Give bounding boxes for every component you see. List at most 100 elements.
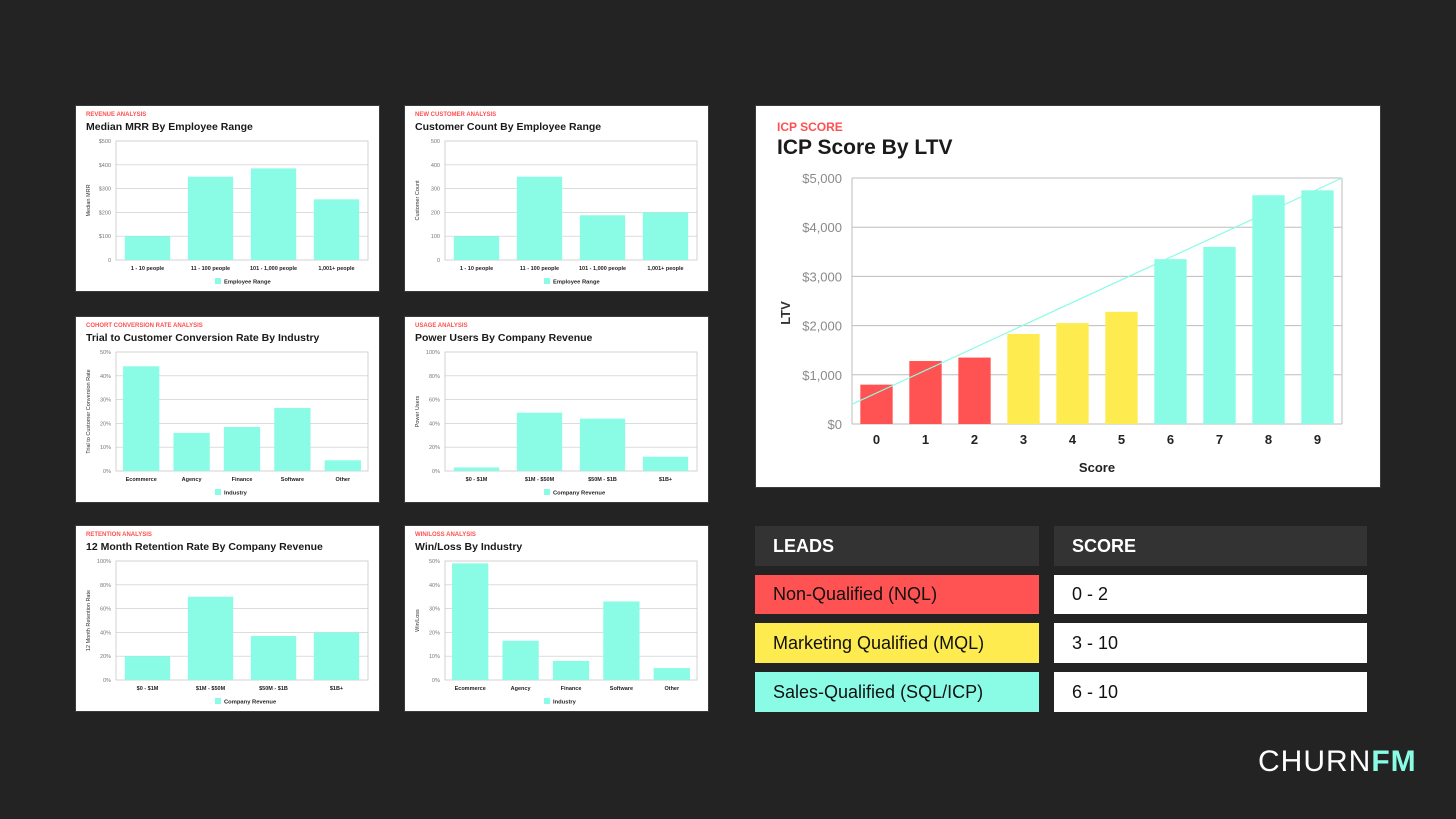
- y-tick-label: $400: [99, 163, 111, 169]
- chart-plot: 0 100 200 300 400 500 1 - 10 people 11 - 100 pe…: [415, 139, 698, 286]
- x-tick-label: 101 - 1,000 people: [250, 266, 297, 272]
- x-tick-label: 2: [971, 432, 978, 447]
- y-tick-label: 20%: [429, 445, 440, 451]
- chart-eyebrow: COHORT CONVERSION RATE ANALYSIS: [86, 323, 203, 329]
- y-tick-label: 50%: [100, 350, 111, 356]
- x-tick-label: 1,001+ people: [647, 266, 683, 272]
- x-tick-label: 3: [1020, 432, 1027, 447]
- score-row-nql: 0 - 2: [1054, 575, 1367, 614]
- y-tick-label: 20%: [100, 654, 111, 660]
- y-axis-label: Customer Count: [415, 180, 421, 221]
- bar: [552, 660, 590, 680]
- bar: [860, 384, 893, 424]
- y-tick-label: 60%: [100, 607, 111, 613]
- legend-swatch: [215, 278, 221, 284]
- legend-label: Employee Range: [553, 280, 600, 286]
- bar: [653, 668, 690, 680]
- y-tick-label: $1,000: [802, 368, 842, 383]
- y-tick-label: 20%: [100, 421, 111, 427]
- y-axis-label: Win/Loss: [415, 609, 421, 632]
- chart-eyebrow: REVENUE ANALYSIS: [86, 112, 147, 118]
- bar: [452, 563, 489, 680]
- y-tick-label: 0%: [432, 678, 440, 684]
- bar: [274, 407, 311, 471]
- y-axis-label: Median MRR: [86, 184, 92, 216]
- x-tick-label: $1M - $50M: [525, 477, 555, 483]
- y-tick-label: 40%: [100, 630, 111, 636]
- y-tick-label: 0: [108, 258, 111, 264]
- x-tick-label: $50M - $1B: [588, 477, 617, 483]
- x-tick-label: 11 - 100 people: [191, 266, 230, 272]
- x-tick-label: 6: [1167, 432, 1174, 447]
- chart-plot: 0% 20% 40% 60% 80% 100% $0 - $1M $1M - $50M $50M…: [86, 559, 369, 706]
- y-tick-label: 300: [431, 187, 440, 193]
- bar: [1154, 259, 1187, 424]
- chart-plot: 0% 10% 20% 30% 40% 50% Ecommerce Agency Finance S…: [86, 350, 369, 497]
- lead-row-nql: Non-Qualified (NQL): [755, 575, 1039, 614]
- bar: [223, 426, 261, 471]
- y-tick-label: $4,000: [802, 220, 842, 235]
- score-row-sql: 6 - 10: [1054, 672, 1367, 712]
- chart-eyebrow: ICP SCORE: [777, 120, 843, 134]
- chart-card-win-loss: WIN/LOSS ANALYSIS Win/Loss By Industry 0…: [404, 525, 709, 712]
- y-tick-label: 20%: [429, 630, 440, 636]
- y-tick-label: 400: [431, 163, 440, 169]
- chart-title: Power Users By Company Revenue: [415, 332, 593, 344]
- bar: [324, 460, 361, 471]
- logo-part-fm: FM: [1371, 745, 1417, 778]
- bar: [1105, 311, 1138, 424]
- chart-eyebrow: NEW CUSTOMER ANALYSIS: [415, 112, 497, 118]
- y-tick-label: $3,000: [802, 269, 842, 284]
- bar: [124, 656, 171, 680]
- y-tick-label: 0%: [103, 678, 111, 684]
- chart-card-median-mrr: REVENUE ANALYSIS Median MRR By Employee …: [75, 105, 380, 292]
- y-tick-label: $2,000: [802, 319, 842, 334]
- chart-title: ICP Score By LTV: [777, 136, 953, 159]
- chart-eyebrow: RETENTION ANALYSIS: [86, 532, 152, 538]
- x-tick-label: $1M - $50M: [196, 686, 226, 692]
- x-tick-label: 9: [1314, 432, 1321, 447]
- bar: [1056, 323, 1089, 424]
- x-tick-label: $1B+: [330, 686, 343, 692]
- x-tick-label: Software: [610, 686, 633, 692]
- x-tick-label: Other: [335, 477, 351, 483]
- x-tick-label: 11 - 100 people: [520, 266, 559, 272]
- bar: [1301, 190, 1334, 424]
- bar: [642, 456, 689, 471]
- y-tick-label: 30%: [429, 607, 440, 613]
- x-tick-label: 101 - 1,000 people: [579, 266, 626, 272]
- y-axis-label: 12 Month Retention Rate: [86, 590, 92, 651]
- bar: [502, 640, 539, 680]
- bar: [124, 236, 171, 260]
- y-tick-label: $0: [828, 417, 842, 432]
- x-tick-label: Other: [664, 686, 680, 692]
- chart-plot: 0% 20% 40% 60% 80% 100% $0 - $1M $1M - $50M $50M…: [415, 350, 698, 497]
- score-row-mql: 3 - 10: [1054, 623, 1367, 663]
- bar: [123, 366, 160, 471]
- chart-plot: 0% 10% 20% 30% 40% 50% Ecommerce Agency Finance S…: [415, 559, 698, 706]
- chart-card-power-users: USAGE ANALYSIS Power Users By Company Re…: [404, 316, 709, 503]
- leads-header: LEADS: [755, 526, 1039, 566]
- chart-card-icp-score: ICP SCORE ICP Score By LTV $0 $1,000 $2,00…: [755, 105, 1381, 488]
- x-tick-label: 5: [1118, 432, 1125, 447]
- y-tick-label: 500: [431, 139, 440, 145]
- y-tick-label: $5,000: [802, 171, 842, 186]
- chart-card-customer-count: NEW CUSTOMER ANALYSIS Customer Count By …: [404, 105, 709, 292]
- plot-frame: [444, 351, 698, 472]
- y-tick-label: 40%: [429, 421, 440, 427]
- bar: [187, 176, 234, 260]
- chart-title: Median MRR By Employee Range: [86, 121, 253, 133]
- chart-title: 12 Month Retention Rate By Company Reven…: [86, 541, 323, 553]
- icp-chart-plot: $0 $1,000 $2,000 $3,000 $4,000 $5,000 0 1 2 3 4 5 6 7…: [778, 171, 1343, 475]
- trendline: [851, 177, 1343, 405]
- y-tick-label: 0%: [103, 469, 111, 475]
- bar: [516, 176, 563, 260]
- legend-swatch: [215, 698, 221, 704]
- y-tick-label: 0%: [432, 469, 440, 475]
- y-tick-label: 60%: [429, 398, 440, 404]
- x-tick-label: 7: [1216, 432, 1223, 447]
- legend-swatch: [544, 698, 550, 704]
- churnfm-logo: CHURNFM: [1258, 745, 1417, 779]
- y-tick-label: 50%: [429, 559, 440, 565]
- x-tick-label: Agency: [511, 686, 532, 692]
